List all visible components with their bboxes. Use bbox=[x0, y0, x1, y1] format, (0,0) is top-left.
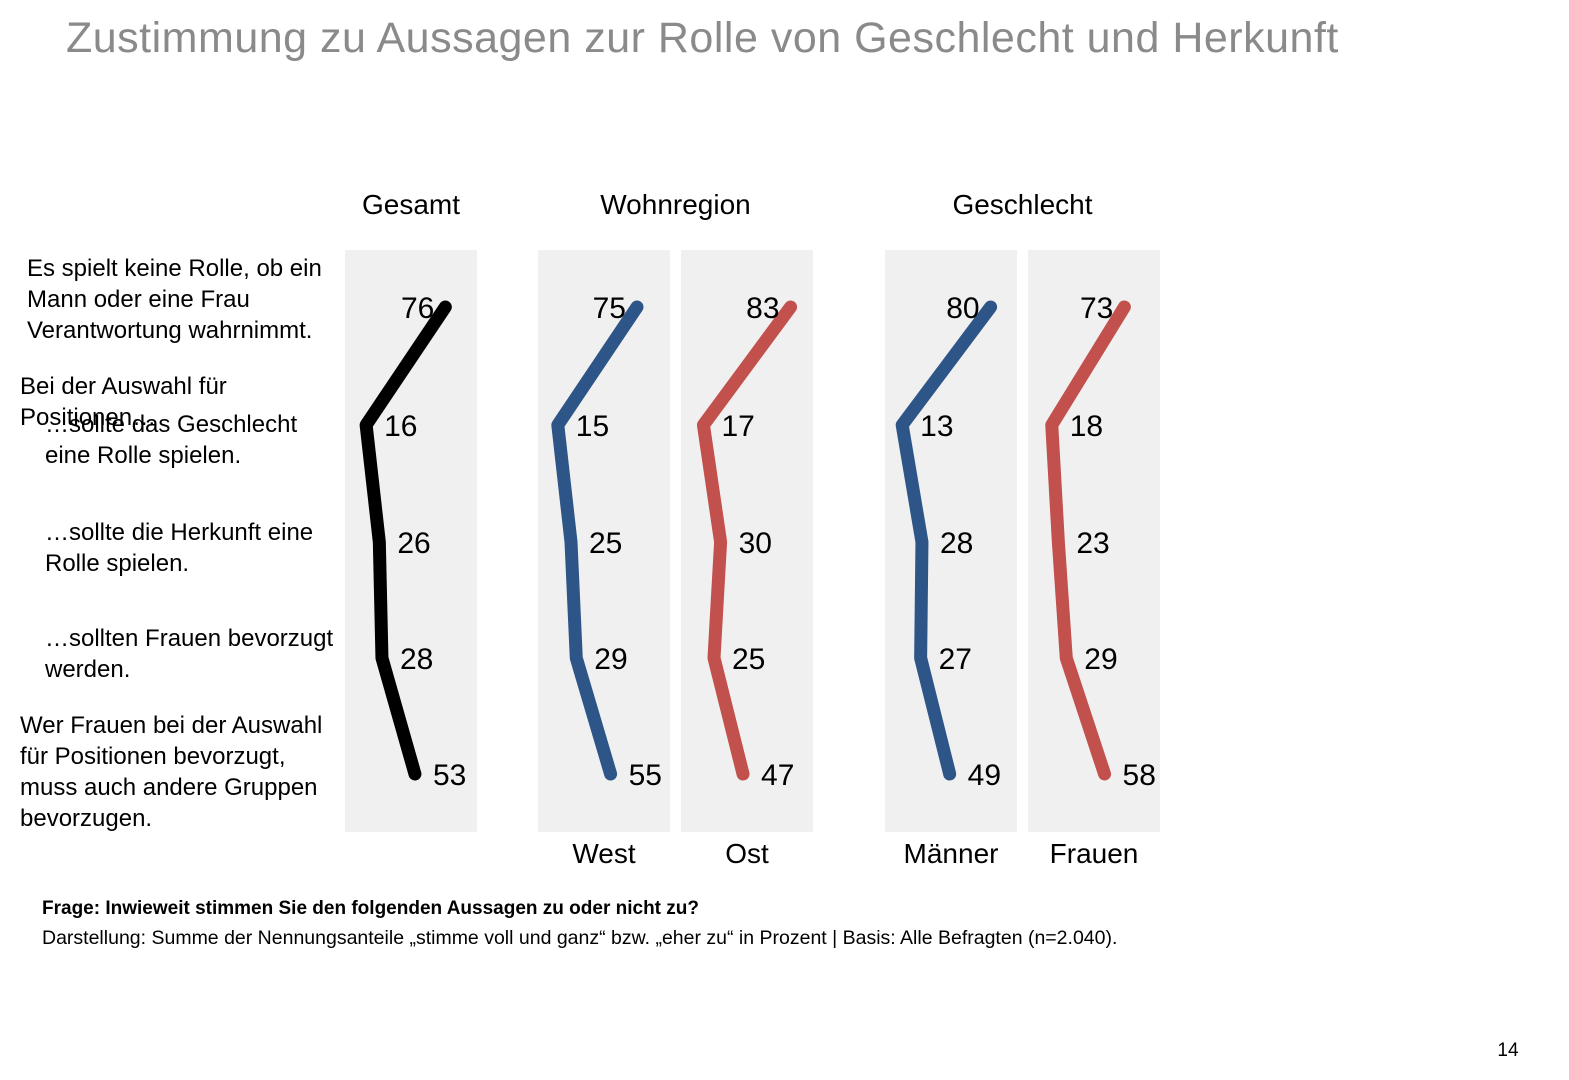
statement-label-line: …sollte das Geschlecht bbox=[45, 411, 298, 438]
value-label: 55 bbox=[629, 759, 662, 792]
page-number: 14 bbox=[1497, 1040, 1519, 1061]
group-header: Gesamt bbox=[361, 189, 461, 220]
value-label: 75 bbox=[593, 292, 626, 325]
series-line bbox=[1045, 300, 1131, 781]
value-label: 83 bbox=[746, 292, 779, 325]
value-label: 23 bbox=[1076, 527, 1109, 560]
series-bottom-label: Männer bbox=[903, 838, 999, 869]
statement-label: …sollten Frauen bevorzugt werden. bbox=[45, 623, 333, 685]
statement-label-line: Bei der Auswahl für bbox=[20, 373, 227, 400]
value-label: 47 bbox=[761, 759, 794, 792]
statement-label-line: Es spielt keine Rolle, ob ein bbox=[27, 255, 322, 282]
profile-line-chart: 76 16 26 28 53 bbox=[359, 292, 466, 792]
chart-panel-männer: 80 13 28 27 49 bbox=[885, 250, 1017, 832]
value-label: 80 bbox=[946, 292, 979, 325]
series-line bbox=[551, 300, 644, 781]
statement-label-line: bevorzugen. bbox=[20, 805, 153, 832]
statement-label-line: eine Rolle spielen. bbox=[45, 442, 242, 469]
statement-label-line: Mann oder eine Frau bbox=[27, 286, 250, 313]
page-title: Zustimmung zu Aussagen zur Rolle von Ges… bbox=[66, 14, 1339, 62]
statement-label-line: …sollte die Herkunft eine bbox=[45, 519, 314, 546]
value-label: 15 bbox=[576, 410, 609, 443]
series-bottom-label: Ost bbox=[725, 838, 769, 869]
statement-label-line: Rolle spielen. bbox=[45, 550, 190, 577]
statement-label-line: Wer Frauen bei der Auswahl bbox=[20, 712, 323, 739]
chart-panel-west: 75 15 25 29 55 bbox=[538, 250, 670, 832]
statement-label-line: werden. bbox=[45, 656, 131, 683]
group-header: Wohnregion bbox=[600, 189, 751, 220]
profile-line-chart: 80 13 28 27 49 bbox=[895, 292, 1001, 792]
chart-panel-frauen: 73 18 23 29 58 bbox=[1028, 250, 1160, 832]
value-label: 25 bbox=[589, 527, 622, 560]
footer-question: Frage: Inwieweit stimmen Sie den folgend… bbox=[42, 898, 699, 919]
series-bottom-label: West bbox=[572, 838, 636, 869]
value-label: 53 bbox=[433, 759, 466, 792]
profile-line-chart: 75 15 25 29 55 bbox=[551, 292, 662, 792]
statement-label-line: Verantwortung wahrnimmt. bbox=[27, 317, 313, 344]
statement-label: …sollte das Geschlecht eine Rolle spielen… bbox=[45, 409, 297, 471]
statement-label-line: muss auch andere Gruppen bbox=[20, 774, 318, 801]
statement-label: …sollte die Herkunft eine Rolle spielen. bbox=[45, 517, 313, 579]
value-label: 76 bbox=[401, 292, 434, 325]
statement-label: Bei der Auswahl für Positionen… bbox=[20, 371, 227, 433]
value-label: 29 bbox=[1084, 643, 1117, 676]
series-line bbox=[696, 300, 798, 781]
series-line bbox=[359, 300, 452, 781]
statement-label: Wer Frauen bei der Auswahl für Positionen… bbox=[20, 710, 322, 834]
series-line bbox=[895, 300, 998, 781]
value-label: 17 bbox=[721, 410, 754, 443]
value-label: 28 bbox=[940, 527, 973, 560]
value-label: 13 bbox=[920, 410, 953, 443]
value-label: 26 bbox=[397, 527, 430, 560]
value-label: 18 bbox=[1070, 410, 1103, 443]
value-label: 58 bbox=[1123, 759, 1156, 792]
value-label: 27 bbox=[939, 643, 972, 676]
statement-label-line: Positionen… bbox=[20, 404, 157, 431]
footer-note: Darstellung: Summe der Nennungsanteile „… bbox=[42, 927, 1118, 949]
value-label: 49 bbox=[968, 759, 1001, 792]
value-label: 28 bbox=[400, 643, 433, 676]
value-label: 16 bbox=[384, 410, 417, 443]
value-label: 30 bbox=[739, 527, 772, 560]
statement-label: Es spielt keine Rolle, ob ein Mann oder e… bbox=[27, 253, 322, 346]
value-label: 29 bbox=[594, 643, 627, 676]
value-label: 73 bbox=[1080, 292, 1113, 325]
group-header: Geschlecht bbox=[952, 189, 1093, 220]
value-label: 25 bbox=[732, 643, 765, 676]
chart-panel-gesamt: 76 16 26 28 53 bbox=[345, 250, 477, 832]
series-bottom-label: Frauen bbox=[1049, 838, 1139, 869]
profile-line-chart: 83 17 30 25 47 bbox=[696, 292, 798, 792]
statement-label-line: für Positionen bevorzugt, bbox=[20, 743, 286, 770]
chart-panel-ost: 83 17 30 25 47 bbox=[681, 250, 813, 832]
profile-line-chart: 73 18 23 29 58 bbox=[1045, 292, 1156, 792]
statement-label-line: …sollten Frauen bevorzugt bbox=[45, 625, 334, 652]
